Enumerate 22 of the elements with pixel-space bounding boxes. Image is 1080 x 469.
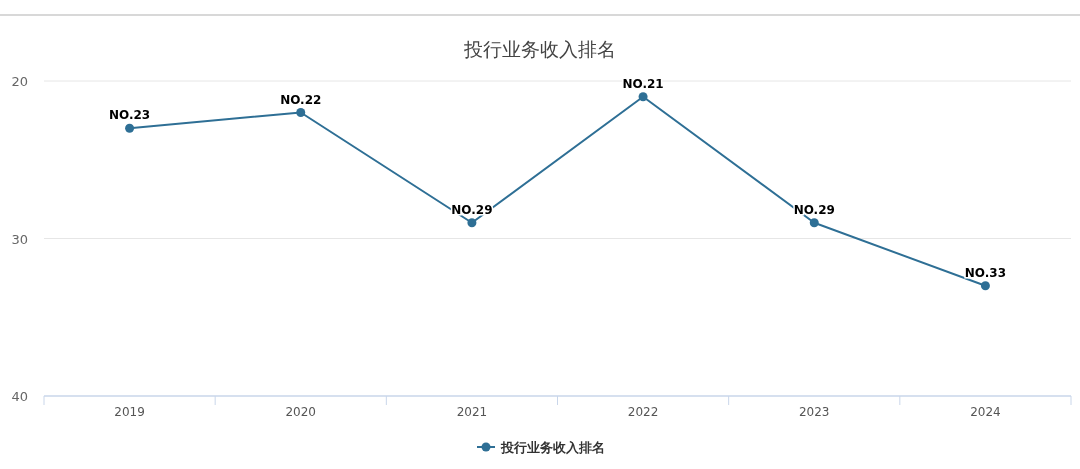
data-label: NO.33 xyxy=(964,265,1007,280)
x-tick-label: 2022 xyxy=(627,405,659,419)
x-tick-label: 2020 xyxy=(285,405,317,419)
x-tick-label: 2019 xyxy=(114,405,145,419)
y-tick-label: 20 xyxy=(11,74,28,89)
data-label: NO.23 xyxy=(108,108,151,123)
point xyxy=(638,92,648,102)
x-tick-label: 2021 xyxy=(456,405,488,419)
x-tick-label: 2023 xyxy=(798,405,830,419)
point xyxy=(809,218,819,228)
point xyxy=(980,281,990,291)
y-tick-label: 40 xyxy=(11,389,28,404)
data-label: NO.29 xyxy=(793,202,835,217)
data-label: NO.21 xyxy=(622,76,664,91)
y-tick-label: 30 xyxy=(11,231,28,247)
x-tick-label: 2024 xyxy=(970,405,1001,419)
point xyxy=(467,218,477,228)
chart-title: 投行业务收入排名 xyxy=(463,38,616,60)
point xyxy=(125,123,135,133)
legend-label: 投行业务收入排名 xyxy=(500,440,605,455)
data-label: NO.22 xyxy=(280,92,322,107)
point xyxy=(296,108,306,117)
